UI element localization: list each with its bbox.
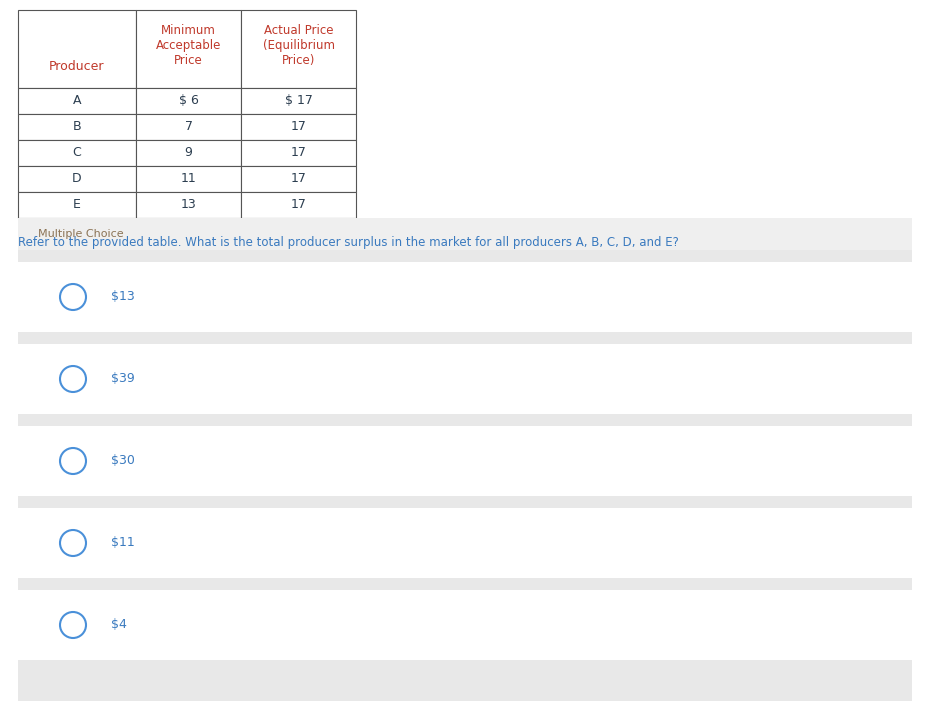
Bar [18, 590, 912, 660]
Bar [18, 426, 912, 496]
Bar [136, 192, 241, 218]
Ellipse shape [60, 448, 86, 474]
Text: Refer to the provided table. What is the total producer surplus in the market fo: Refer to the provided table. What is the… [18, 236, 679, 249]
Text: 9: 9 [184, 147, 193, 160]
Bar [241, 140, 356, 166]
Bar [241, 166, 356, 192]
Text: $13: $13 [111, 290, 135, 304]
Bar [18, 10, 136, 88]
Text: Producer: Producer [49, 60, 105, 73]
Bar [18, 250, 912, 701]
Text: A: A [73, 95, 81, 107]
Bar [136, 166, 241, 192]
Ellipse shape [60, 366, 86, 392]
Bar [241, 88, 356, 114]
Bar [136, 88, 241, 114]
Text: B: B [73, 121, 81, 133]
Bar [18, 262, 912, 332]
Text: $4: $4 [111, 618, 126, 632]
Text: $11: $11 [111, 536, 135, 550]
Bar [18, 508, 912, 578]
Bar [18, 140, 136, 166]
Bar [18, 192, 136, 218]
Text: Minimum
Acceptable
Price: Minimum Acceptable Price [156, 24, 221, 67]
Text: 17: 17 [290, 198, 307, 212]
Text: $ 17: $ 17 [285, 95, 312, 107]
Bar [18, 114, 136, 140]
Text: Actual Price
(Equilibrium
Price): Actual Price (Equilibrium Price) [262, 24, 335, 67]
Bar [136, 114, 241, 140]
Text: D: D [73, 172, 82, 186]
Bar [241, 192, 356, 218]
Text: 17: 17 [290, 172, 307, 186]
Bar [18, 344, 912, 414]
Text: 7: 7 [184, 121, 193, 133]
Text: 11: 11 [180, 172, 196, 186]
Text: $ 6: $ 6 [179, 95, 198, 107]
Bar [136, 140, 241, 166]
Text: C: C [73, 147, 81, 160]
Bar [136, 10, 241, 88]
Ellipse shape [60, 530, 86, 556]
Bar [241, 114, 356, 140]
Text: $39: $39 [111, 372, 135, 386]
Text: Multiple Choice: Multiple Choice [38, 229, 124, 239]
Text: $30: $30 [111, 454, 135, 468]
Bar [18, 218, 912, 250]
Text: 13: 13 [180, 198, 196, 212]
Ellipse shape [60, 284, 86, 310]
Text: 17: 17 [290, 147, 307, 160]
Text: E: E [73, 198, 81, 212]
Bar [241, 10, 356, 88]
Bar [18, 88, 136, 114]
Text: 17: 17 [290, 121, 307, 133]
Bar [18, 166, 136, 192]
Ellipse shape [60, 612, 86, 638]
